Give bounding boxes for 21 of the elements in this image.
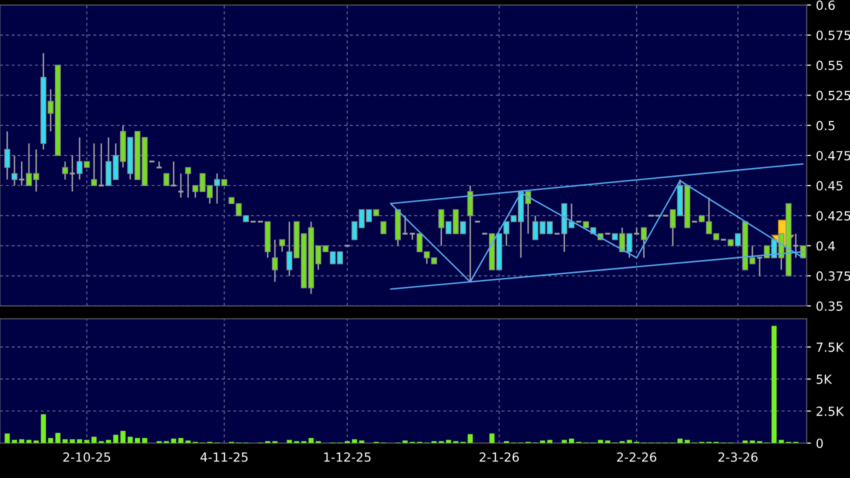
y-tick-label: 0.375 — [816, 271, 850, 281]
y-tick-label: 0 — [816, 438, 823, 448]
y-tick-label: 0.4 — [816, 241, 835, 251]
y-tick-label: 5K — [816, 374, 832, 384]
y-tick-label: 7.5K — [816, 342, 844, 352]
x-tick-label: 1-12-25 — [324, 452, 371, 462]
y-tick-label: 0.45 — [816, 181, 842, 190]
y-tick-label: 2.5K — [816, 406, 844, 416]
y-tick-label: 0.6 — [816, 0, 835, 10]
x-tick-label: 2-1-26 — [480, 452, 519, 462]
x-tick-label: 2-10-25 — [63, 452, 110, 462]
x-tick-label: 4-11-25 — [200, 452, 248, 462]
y-tick-label: 0.475 — [816, 150, 850, 160]
x-tick-label: 2-3-26 — [718, 452, 758, 462]
y-tick-label: 0.425 — [816, 211, 850, 221]
y-tick-label: 0.5 — [816, 120, 834, 130]
x-tick-label: 2-2-26 — [617, 452, 656, 462]
y-tick-label: 0.35 — [816, 301, 842, 311]
y-tick-label: 0.525 — [816, 90, 850, 100]
y-tick-label: 0.575 — [816, 30, 850, 40]
y-tick-label: 0.55 — [816, 60, 842, 70]
